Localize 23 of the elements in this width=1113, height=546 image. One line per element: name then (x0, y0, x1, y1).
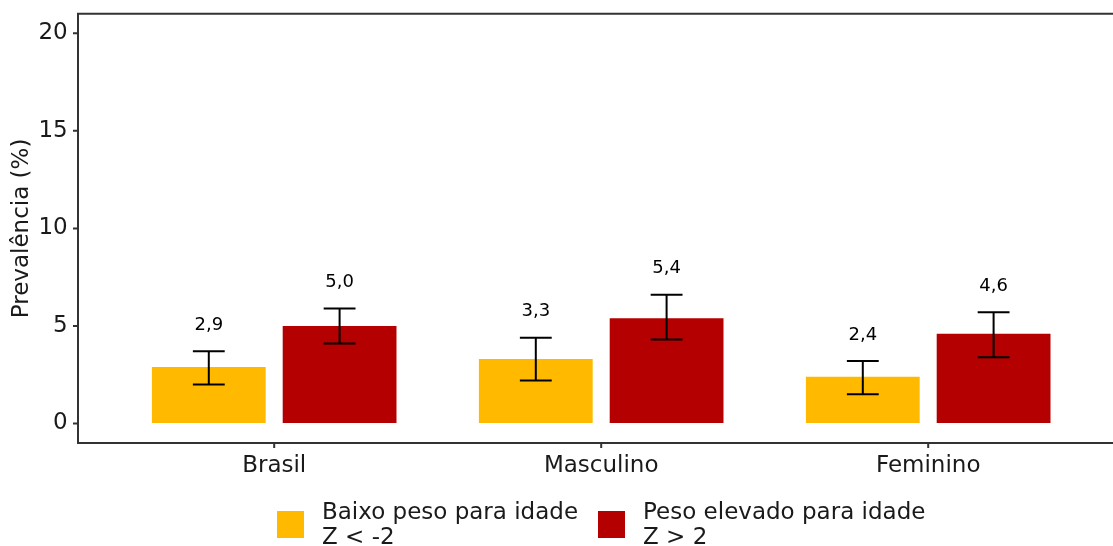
x-tick-label: Feminino (875, 450, 981, 477)
data-label: 3,3 (521, 299, 551, 321)
bar (282, 325, 397, 423)
bar (609, 318, 724, 423)
y-tick-label: 15 (38, 115, 68, 142)
data-label: 2,9 (194, 312, 224, 334)
y-tick-label: 0 (53, 408, 68, 435)
x-tick-label: Brasil (242, 450, 307, 477)
x-tick-label: Masculino (543, 450, 659, 477)
legend-label: Baixo peso para idade Z < -2 (321, 498, 579, 546)
data-label: 5,0 (325, 270, 354, 292)
data-label: 2,4 (848, 322, 878, 344)
bar (805, 376, 920, 423)
y-tick-label: 10 (38, 213, 68, 240)
data-label: 4,6 (979, 273, 1008, 295)
y-axis-title: Prevalência (%) (6, 138, 33, 319)
bar (478, 359, 593, 423)
y-tick-label: 5 (53, 310, 68, 337)
bar (151, 366, 266, 423)
bar (936, 333, 1051, 423)
legend-label: Peso elevado para idade Z > 2 (643, 498, 926, 546)
y-tick-label: 20 (38, 18, 68, 45)
data-label: 5,4 (652, 256, 681, 278)
